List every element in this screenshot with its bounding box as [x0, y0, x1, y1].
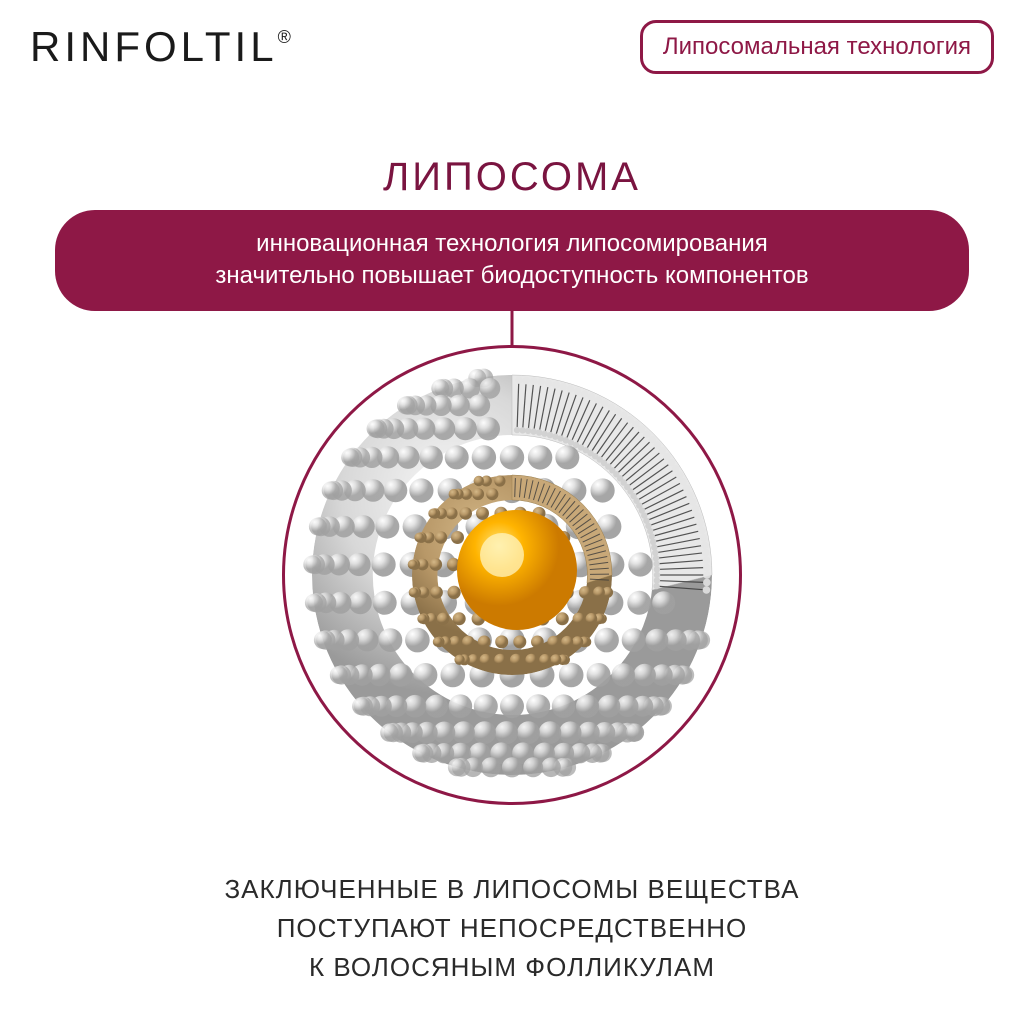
technology-badge: Липосомальная технология	[640, 20, 994, 74]
main-title: ЛИПОСОМА	[0, 155, 1024, 200]
pill-line-1: инновационная технология липосомирования	[256, 230, 768, 257]
description-pill: инновационная технология липосомирования…	[55, 210, 969, 311]
bottom-caption: ЗАКЛЮЧЕННЫЕ В ЛИПОСОМЫ ВЕЩЕСТВА ПОСТУПАЮ…	[0, 870, 1024, 987]
brand-name: RINFOLTIL	[30, 23, 278, 70]
liposome-diagram	[292, 355, 732, 795]
connector-line	[511, 298, 514, 348]
brand-logo: RINFOLTIL®	[30, 23, 295, 71]
bottom-line-1: ЗАКЛЮЧЕННЫЕ В ЛИПОСОМЫ ВЕЩЕСТВА	[224, 874, 799, 904]
header: RINFOLTIL® Липосомальная технология	[0, 20, 1024, 74]
bottom-line-2: ПОСТУПАЮТ НЕПОСРЕДСТВЕННО	[277, 913, 748, 943]
bottom-line-3: К ВОЛОСЯНЫМ ФОЛЛИКУЛАМ	[309, 952, 715, 982]
pill-line-2: значительно повышает биодоступность комп…	[215, 262, 808, 289]
registered-mark: ®	[278, 27, 295, 47]
